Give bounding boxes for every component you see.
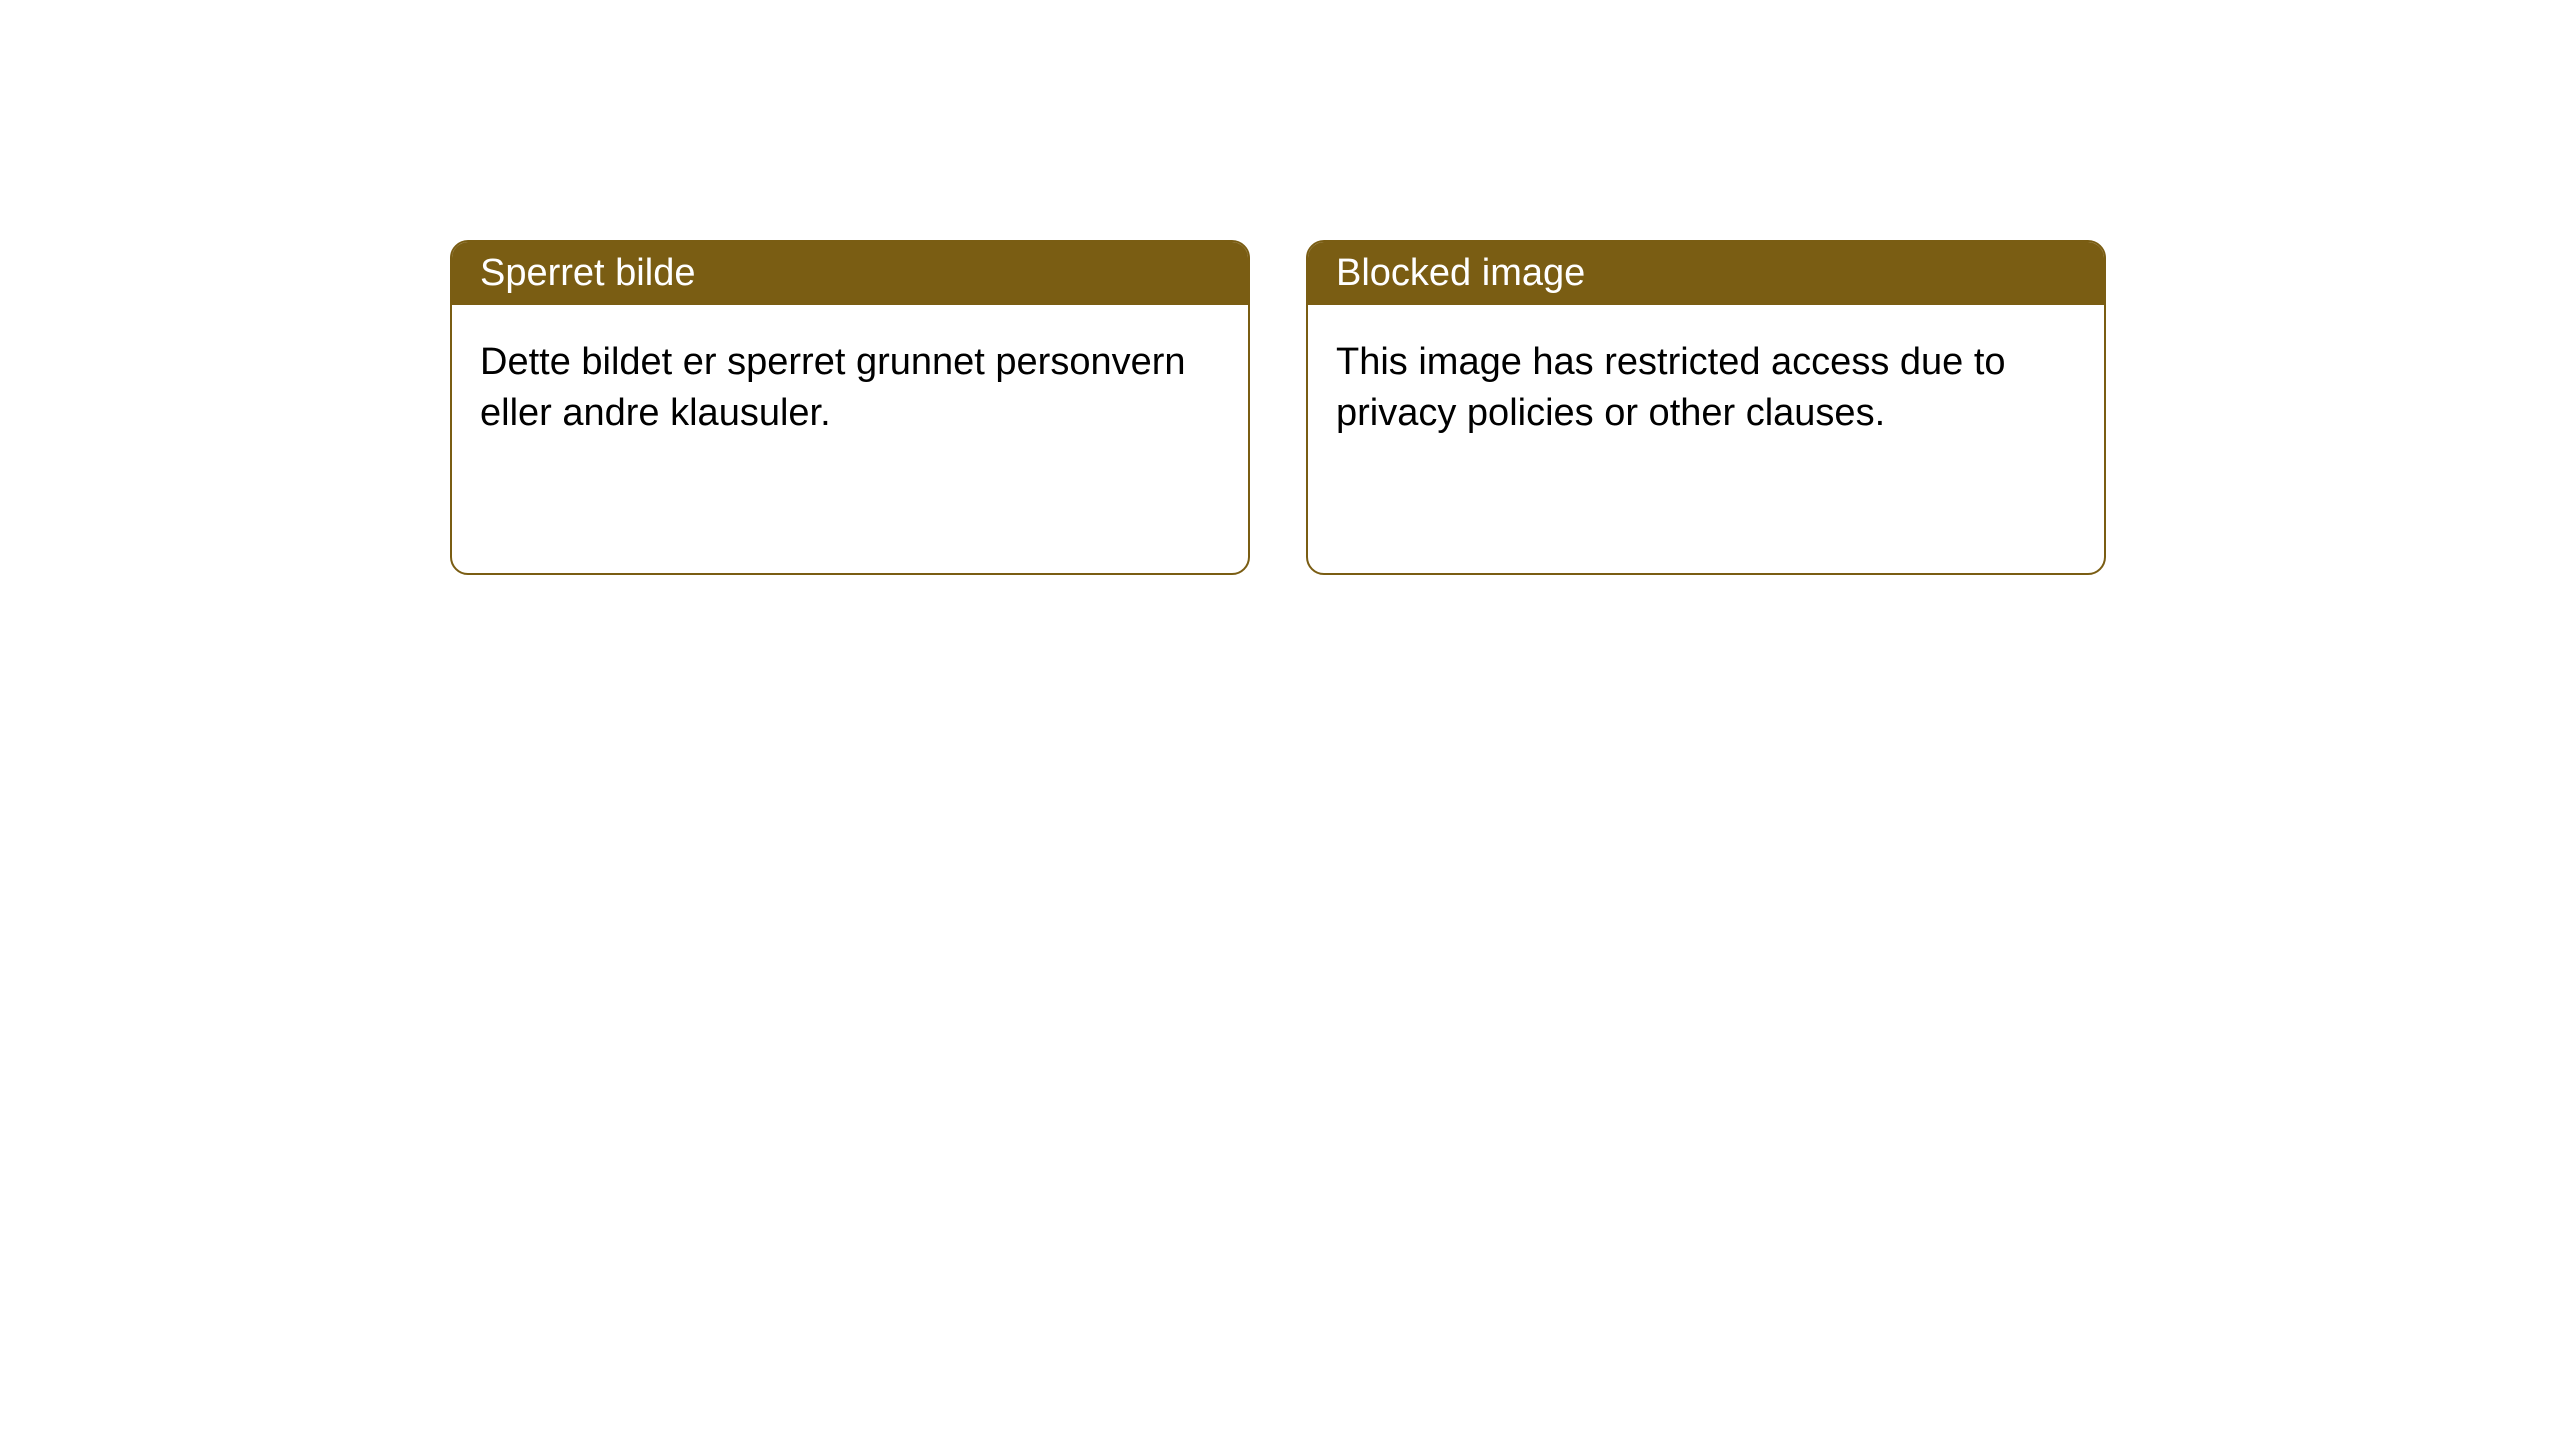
notice-body: Dette bildet er sperret grunnet personve… <box>452 305 1248 472</box>
notice-card-english: Blocked image This image has restricted … <box>1306 240 2106 575</box>
notice-container: Sperret bilde Dette bildet er sperret gr… <box>0 0 2560 575</box>
notice-title: Blocked image <box>1308 242 2104 305</box>
notice-card-norwegian: Sperret bilde Dette bildet er sperret gr… <box>450 240 1250 575</box>
notice-body: This image has restricted access due to … <box>1308 305 2104 472</box>
notice-title: Sperret bilde <box>452 242 1248 305</box>
